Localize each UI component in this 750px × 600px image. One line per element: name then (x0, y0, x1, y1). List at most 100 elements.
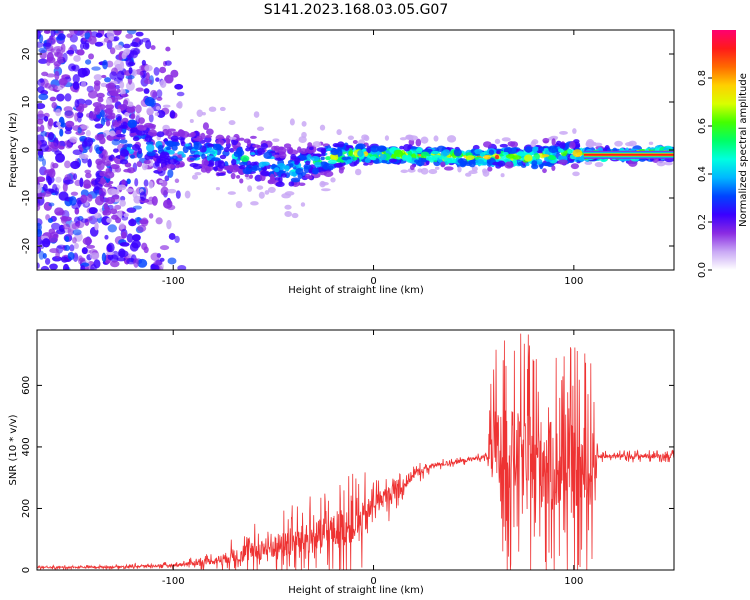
spectral-ridge-blob (132, 136, 140, 142)
spectral-noise-blob (37, 126, 41, 132)
spectral-noise-blob (88, 207, 98, 215)
spectral-noise-blob (89, 252, 100, 260)
spectral-ridge-blob (128, 101, 134, 108)
spectral-ridge-blob (219, 154, 227, 160)
spectral-noise-blob (90, 263, 97, 270)
spectral-ridge-blob (474, 148, 483, 155)
spectral-ridge-blob (569, 141, 576, 149)
spectral-ridge-blob (550, 155, 556, 161)
spectral-noise-blob (79, 124, 89, 130)
snr-y-tick-label: 600 (21, 376, 32, 395)
spectral-ridge-blob (497, 160, 506, 167)
spectral-noise-blob (82, 237, 93, 245)
spectral-ridge-blob (532, 146, 539, 153)
spectral-ridge-blob (208, 106, 217, 112)
spectral-ridge-blob (286, 147, 293, 152)
spectral-ridge-blob (408, 135, 418, 141)
spectral-ridge-blob (453, 148, 462, 157)
spectral-noise-blob (48, 168, 56, 178)
spectral-ridge-blob (625, 142, 634, 147)
spectral-ridge-blob (434, 166, 440, 170)
spectrogram-y-axis-label: Frequency (Hz) (8, 112, 19, 188)
colorbar-gradient (712, 30, 736, 270)
spectral-ridge-blob (319, 171, 327, 176)
spectral-ridge-blob (369, 156, 377, 161)
spectral-noise-blob (37, 184, 43, 194)
spectral-noise-blob (86, 193, 93, 202)
spectral-noise-blob (68, 30, 79, 35)
snr-panel: -100 0 100 0 200 400 600 Height of straight l… (8, 329, 675, 596)
spectral-ridge-blob (415, 161, 425, 167)
spectral-noise-blob (111, 139, 121, 146)
spectrogram-y-tick-label: 0 (21, 147, 32, 153)
spectral-noise-blob (65, 142, 73, 149)
spectral-ridge-blob (572, 171, 580, 177)
spectral-ridge-blob (379, 153, 387, 161)
spectral-ridge-blob (249, 152, 256, 156)
spectral-noise-blob (135, 31, 144, 37)
spectral-ridge-blob (252, 144, 260, 148)
spectral-ridge-blob (253, 111, 260, 118)
spectral-ridge-blob (113, 92, 120, 97)
spectral-noise-blob (139, 71, 144, 76)
spectral-noise-blob (51, 142, 58, 152)
spectral-ridge-blob (442, 149, 451, 156)
spectral-ridge-blob (471, 166, 478, 172)
spectral-ridge-blob (165, 164, 176, 169)
spectral-ridge-blob (298, 136, 307, 144)
spectral-ridge-blob (300, 202, 306, 207)
spectral-ridge-blob (97, 96, 104, 103)
spectral-ridge-blob (94, 106, 101, 112)
spectral-ridge-blob (213, 166, 218, 172)
spectral-ridge-blob (446, 157, 457, 164)
spectral-noise-blob (37, 222, 42, 232)
snr-x-ticks: -100 0 100 (162, 330, 583, 587)
spectral-ridge-blob (184, 190, 191, 199)
spectral-noise-blob (150, 252, 161, 261)
spectral-noise-blob (85, 172, 92, 179)
spectral-ridge-blob (108, 181, 114, 185)
spectral-noise-blob (94, 41, 104, 47)
spectral-ridge-blob (184, 143, 191, 147)
spectral-ridge-blob (593, 142, 603, 147)
spectral-ridge-blob (260, 143, 269, 150)
spectral-noise-blob (46, 52, 54, 62)
snr-y-axis-label: SNR (10 * v/v) (8, 414, 19, 485)
spectral-ridge-blob (100, 179, 107, 183)
spectral-ridge-blob (103, 183, 113, 188)
spectral-noise-blob (118, 250, 129, 258)
spectral-ridge-blob (233, 151, 242, 158)
spectral-ridge-blob (240, 155, 250, 162)
spectral-ridge-blob (310, 155, 320, 162)
spectral-noise-blob (143, 88, 150, 94)
spectral-ridge-blob (298, 182, 306, 186)
spectral-noise-blob (45, 30, 50, 34)
spectral-ridge-blob (273, 167, 280, 173)
spectral-ridge-blob (260, 170, 270, 176)
spectral-noise-blob (155, 217, 163, 225)
spectral-ridge-blob (205, 134, 213, 139)
spectral-ridge-blob (180, 137, 185, 145)
spectral-ridge-blob (118, 271, 125, 274)
spectral-ridge-blob (312, 141, 322, 148)
spectral-noise-blob (72, 74, 80, 84)
spectral-ridge-blob (261, 161, 270, 166)
spectral-noise-blob (81, 103, 88, 108)
spectral-ridge-blob (354, 168, 362, 176)
spectral-ridge-blob (482, 169, 490, 177)
spectral-noise-blob (106, 242, 115, 253)
spectral-ridge-blob (446, 135, 457, 143)
spectral-ridge-blob (524, 154, 533, 162)
spectral-ridge-blob (543, 140, 549, 144)
spectral-ridge-blob (227, 191, 236, 195)
spectral-noise-blob (37, 262, 40, 269)
spectrogram-y-tick-label: 10 (21, 96, 32, 109)
spectral-ridge-blob (338, 167, 344, 174)
spectral-ridge-blob (229, 163, 239, 169)
spectral-noise-blob (54, 187, 60, 196)
spectral-ridge-blob (165, 130, 173, 137)
spectral-noise-blob (79, 42, 85, 50)
spectral-ridge-blob (111, 214, 119, 220)
spectral-noise-blob (168, 233, 176, 240)
spectral-ridge-blob (146, 107, 155, 115)
